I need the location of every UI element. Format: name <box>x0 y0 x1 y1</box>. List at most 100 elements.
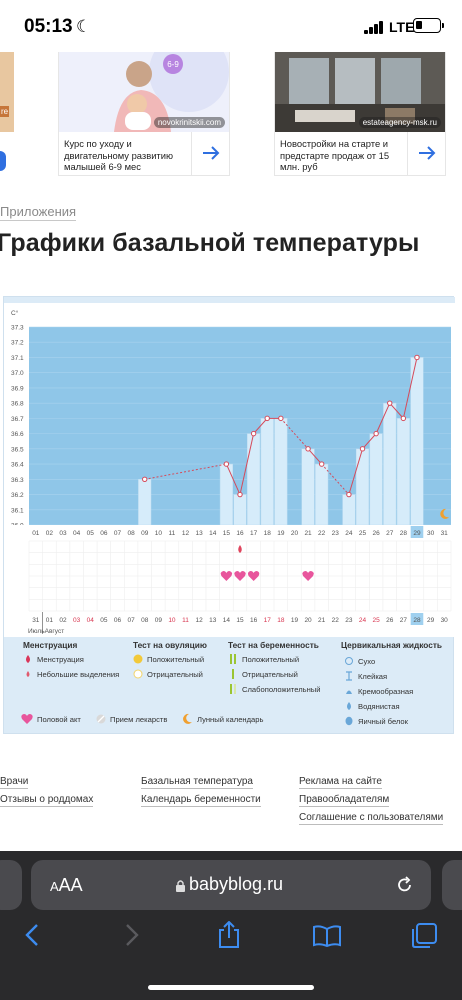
temp-bar <box>410 357 424 526</box>
calendar-date: 01 <box>46 617 54 624</box>
y-tick-label: 36.8 <box>11 401 24 408</box>
egg-white-icon <box>345 716 353 726</box>
temp-point <box>223 461 230 467</box>
ad-partial-label: re <box>0 106 10 117</box>
y-tick-label: 36.5 <box>11 446 24 453</box>
footer-link[interactable]: Реклама на сайте <box>299 776 382 789</box>
address-bar[interactable]: AAA babyblog.ru <box>31 860 431 910</box>
temp-bar <box>138 479 152 526</box>
ad-text[interactable]: Курс по уходу и двигательному развитию м… <box>64 138 173 172</box>
prev-tab-pill[interactable] <box>0 860 22 910</box>
panel-top-border <box>4 297 455 303</box>
temp-line-segment <box>253 418 268 434</box>
y-tick-label: 37.2 <box>11 340 24 347</box>
ad-arrow-button[interactable] <box>191 132 229 176</box>
temp-line-segment <box>375 402 391 434</box>
temp-point <box>278 415 284 422</box>
y-tick-label: 36.7 <box>11 416 24 423</box>
calendar-date: 06 <box>114 617 122 624</box>
temp-point <box>400 415 407 422</box>
legend-item: Небольшие выделения <box>37 670 120 679</box>
temp-point <box>237 491 243 498</box>
footer-link[interactable]: Соглашение с пользователями <box>299 812 444 825</box>
month-label: Август <box>45 628 65 635</box>
x-tick-label: 08 <box>127 530 135 537</box>
x-tick-label: 05 <box>87 530 95 537</box>
legend-title-menstruation: Менструация <box>23 640 78 650</box>
legend-title-cervical: Цервикальная жидкость <box>341 640 442 650</box>
browser-toolbar: AAA babyblog.ru <box>0 851 462 1000</box>
tabs-icon[interactable] <box>410 923 438 949</box>
single-line-icon <box>232 669 234 679</box>
lunar-icon <box>440 508 450 519</box>
faint-line-icon <box>230 684 236 694</box>
x-tick-label: 07 <box>114 530 122 537</box>
next-tab-pill[interactable] <box>442 860 462 910</box>
legend-item: Отрицательный <box>242 670 298 679</box>
calendar-date: 20 <box>304 617 312 624</box>
watery-drop-icon <box>347 702 351 710</box>
x-tick-label: 25 <box>359 530 367 537</box>
footer-link[interactable]: Правообладателям <box>299 794 390 807</box>
calendar-date: 16 <box>250 617 258 624</box>
footer-link[interactable]: Календарь беременности <box>141 794 261 807</box>
legend-item: Кремообразная <box>358 687 414 696</box>
lock-icon <box>176 880 185 892</box>
footer-link[interactable]: Врачи <box>0 776 29 789</box>
url-domain[interactable]: babyblog.ru <box>189 874 284 894</box>
calendar-date: 19 <box>291 617 299 624</box>
x-tick-label: 27 <box>386 530 394 537</box>
ad-carousel: re 6-9 novokrinitskii.com Курс по уходу … <box>0 52 462 180</box>
temp-line-segment <box>239 433 255 495</box>
footer-link[interactable]: Отзывы о роддомах <box>0 794 94 807</box>
temp-bar <box>342 494 356 526</box>
temp-bar <box>274 418 288 526</box>
calendar-date: 31 <box>32 617 40 624</box>
bbt-chart: 37.3 37.2 37.1 37.0 36.9 36.8 36.7 36.6 36.5 36.4… <box>4 297 455 637</box>
ad-realty-image-icon <box>275 52 445 132</box>
y-tick-label: 36.4 <box>11 462 24 469</box>
x-tick-label: 19 <box>277 530 285 537</box>
legend-item: Слабоположительный <box>242 685 321 694</box>
back-icon[interactable] <box>24 923 40 947</box>
share-icon[interactable] <box>216 921 242 949</box>
ad-arrow-partial[interactable] <box>0 151 6 171</box>
x-tick-label: 23 <box>332 530 340 537</box>
temp-point <box>250 430 257 437</box>
breadcrumb[interactable]: Приложения <box>0 204 77 221</box>
intercourse-heart <box>234 571 246 581</box>
y-tick-label: 36.1 <box>11 507 24 514</box>
temp-point <box>264 415 270 422</box>
x-tick-label: 11 <box>169 530 176 537</box>
x-tick-label: 21 <box>304 530 312 537</box>
temp-line-segment <box>144 463 227 480</box>
calendar-date: 30 <box>441 617 449 624</box>
legend-item: Сухо <box>358 657 376 666</box>
temp-point <box>373 430 379 437</box>
ad-card-realty[interactable]: estateagency-msk.ru Новостройки на старт… <box>274 52 446 176</box>
ad-card-partial[interactable]: re <box>0 52 14 180</box>
y-tick-label: 36.2 <box>11 492 24 499</box>
reload-icon[interactable] <box>395 875 415 895</box>
ad-card-course[interactable]: 6-9 novokrinitskii.com Курс по уходу и д… <box>58 52 230 176</box>
legend-item: Клейкая <box>358 672 388 681</box>
calendar-date: 22 <box>332 617 340 624</box>
lunar-icon <box>183 713 192 724</box>
intercourse-heart <box>247 571 260 581</box>
temp-bar <box>315 463 329 526</box>
bookmarks-icon[interactable] <box>312 925 342 947</box>
calendar-date: 25 <box>373 617 381 624</box>
ad-text[interactable]: Новостройки на старте и предстарте прода… <box>280 138 390 172</box>
home-indicator <box>148 985 314 990</box>
arrow-right-icon <box>419 146 436 160</box>
forward-icon[interactable] <box>124 923 140 947</box>
calendar-date: 05 <box>100 617 108 624</box>
bbt-chart-panel: 37.3 37.2 37.1 37.0 36.9 36.8 36.7 36.6 36.5 36.4… <box>3 296 455 734</box>
reader-settings-button[interactable]: AAA <box>50 875 83 895</box>
calendar-row <box>4 612 455 626</box>
footer-link[interactable]: Базальная температура <box>141 776 253 789</box>
ad-arrow-button[interactable] <box>407 132 445 176</box>
x-tick-label: 12 <box>182 530 190 537</box>
ad-image <box>0 52 14 132</box>
